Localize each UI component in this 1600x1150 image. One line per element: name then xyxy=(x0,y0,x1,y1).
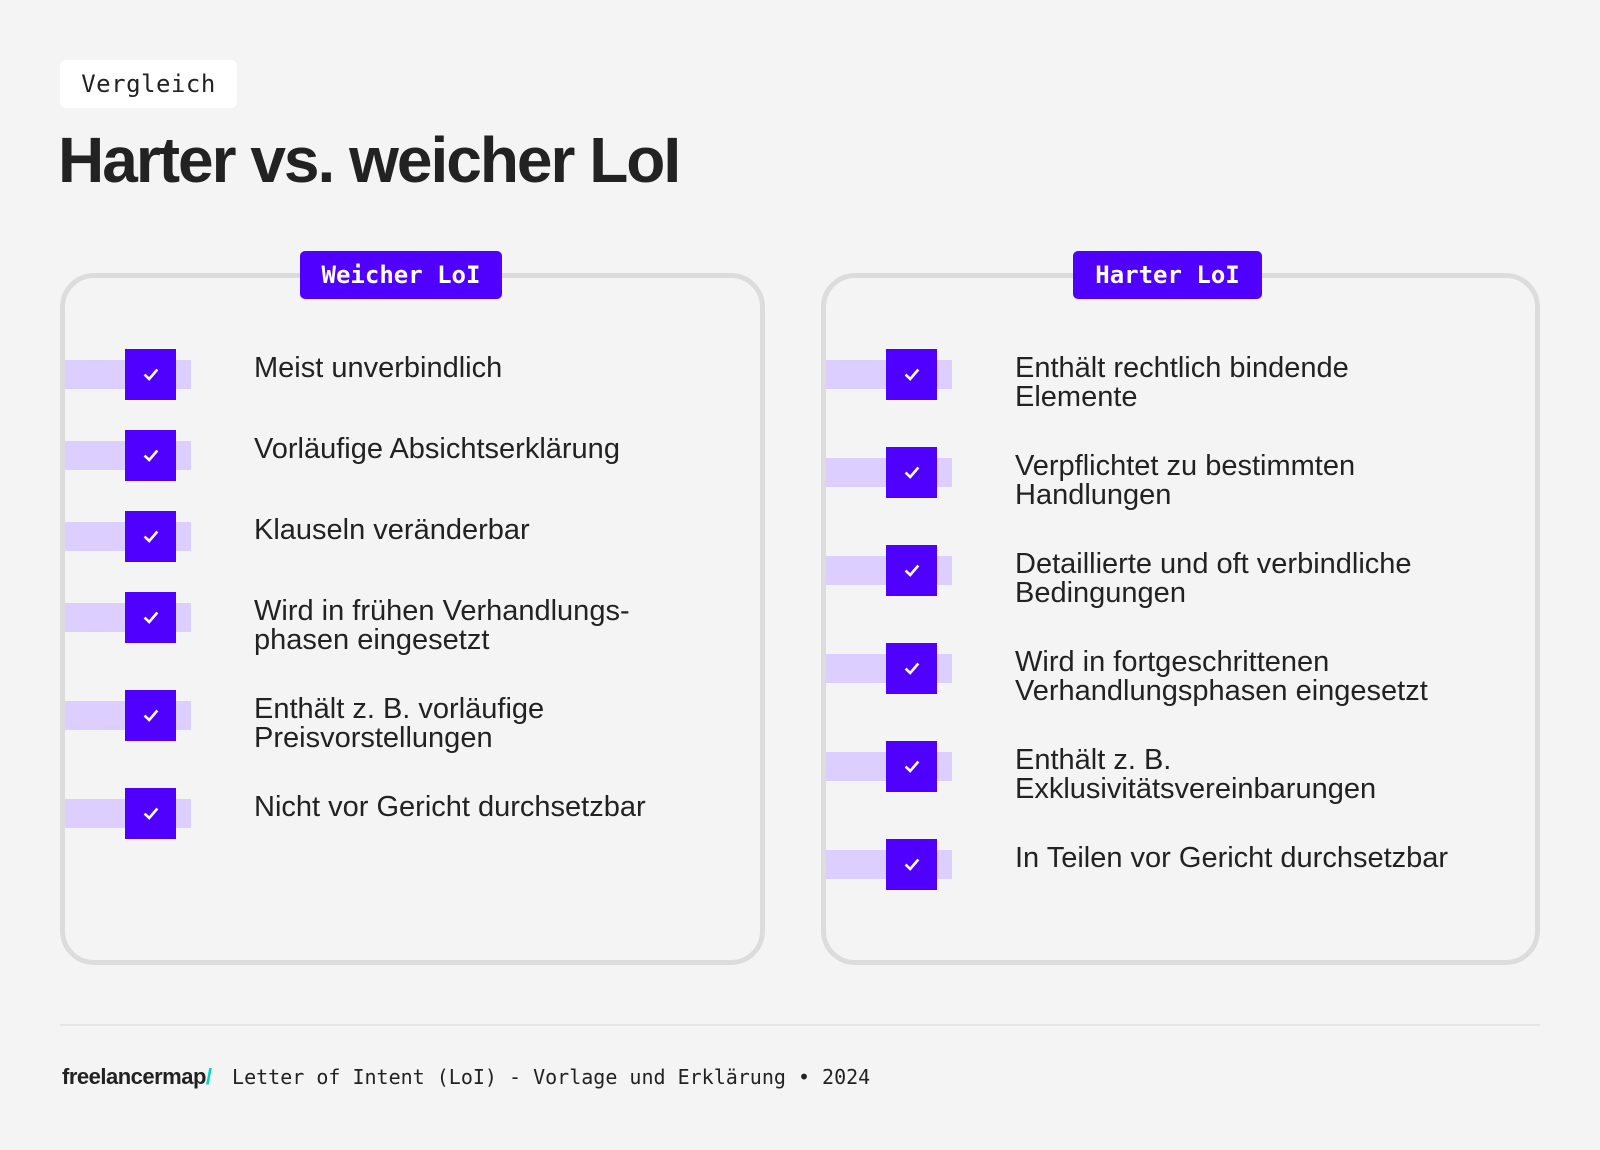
check-icon xyxy=(886,349,937,400)
item-text: In Teilen vor Gericht durchsetzbar xyxy=(1015,842,1449,874)
footer-caption: Letter of Intent (LoI) - Vorlage und Erk… xyxy=(232,1065,871,1089)
check-icon xyxy=(886,643,937,694)
item-text: Enthält rechtlich bindende Elemente xyxy=(1015,352,1349,413)
brand-logo: freelancermap xyxy=(62,1064,206,1089)
check-icon xyxy=(125,430,176,481)
item-text: Detaillierte und oft verbindliche Beding… xyxy=(1015,548,1412,609)
item-text: Meist unverbindlich xyxy=(254,352,503,384)
category-tag-label: Vergleich xyxy=(81,70,216,98)
hard-loi-label-text: Harter LoI xyxy=(1095,261,1240,289)
soft-loi-label: Weicher LoI xyxy=(300,251,502,299)
item-text: Wird in frühen Verhandlungs- phasen eing… xyxy=(254,595,630,656)
item-text: Verpflichtet zu bestimmten Handlungen xyxy=(1015,450,1356,511)
hard-loi-label: Harter LoI xyxy=(1073,251,1262,299)
soft-loi-label-text: Weicher LoI xyxy=(321,261,481,289)
category-tag: Vergleich xyxy=(60,60,237,108)
check-icon xyxy=(125,592,176,643)
footer: freelancermap / Letter of Intent (LoI) -… xyxy=(62,1062,870,1092)
check-icon xyxy=(886,839,937,890)
check-icon xyxy=(125,511,176,562)
check-icon xyxy=(125,690,176,741)
item-text: Klauseln veränderbar xyxy=(254,514,530,546)
check-icon xyxy=(886,741,937,792)
check-icon xyxy=(886,545,937,596)
item-text: Enthält z. B. vorläufige Preisvorstellun… xyxy=(254,693,545,754)
item-text: Nicht vor Gericht durchsetzbar xyxy=(254,791,646,823)
check-icon xyxy=(886,447,937,498)
item-text: Wird in fortgeschrittenen Verhandlungsph… xyxy=(1015,646,1428,707)
footer-divider xyxy=(60,1024,1540,1026)
check-icon xyxy=(125,349,176,400)
item-text: Vorläufige Absichtserklärung xyxy=(254,433,620,465)
check-icon xyxy=(125,788,176,839)
brand-logo-slash-icon: / xyxy=(205,1064,213,1089)
item-text: Enthält z. B. Exklusivitätsvereinbarunge… xyxy=(1015,744,1377,805)
page-title: Harter vs. weicher LoI xyxy=(58,124,681,196)
